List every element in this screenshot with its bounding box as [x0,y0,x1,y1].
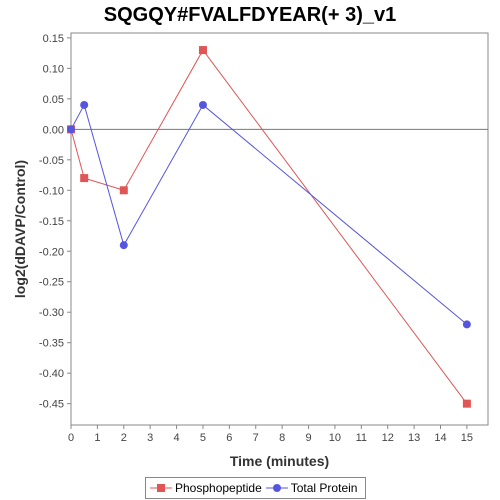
legend: Phosphopeptide Total Protein [145,477,367,499]
x-tick-label: 4 [174,432,180,444]
legend-item-phosphopeptide: Phosphopeptide [150,481,262,495]
data-point-phosphopeptide [198,46,207,55]
x-tick-label: 1 [94,432,100,444]
x-tick-label: 9 [305,432,311,444]
data-point-phosphopeptide [80,174,89,183]
x-tick-label: 15 [461,432,473,444]
data-point-total-protein [198,100,207,109]
legend-label-total-protein: Total Protein [290,481,358,495]
x-tick-label: 7 [253,432,259,444]
data-point-total-protein [119,241,128,250]
data-point-total-protein [462,320,471,329]
data-point-phosphopeptide [462,399,471,408]
x-tick-label: 6 [226,432,232,444]
data-point-total-protein [67,125,75,134]
x-tick-label: 12 [382,432,394,444]
y-tick-label: -0.05 [39,155,64,167]
data-point-total-protein [80,100,89,109]
x-tick-label: 10 [329,432,341,444]
data-point-phosphopeptide [119,186,128,195]
y-tick-label: 0.00 [43,124,64,136]
y-tick-label: 0.15 [43,33,64,45]
y-tick-label: -0.35 [39,338,64,350]
legend-label-phosphopeptide: Phosphopeptide [175,481,262,495]
x-tick-label: 2 [121,432,127,444]
x-tick-label: 0 [68,432,74,444]
y-tick-label: -0.40 [39,368,64,380]
y-axis-label: log2(dDAVP/Control) [12,160,28,298]
x-tick-label: 3 [147,432,153,444]
chart-title: SQGQY#FVALFDYEAR(+ 3)_v1 [103,4,397,26]
legend-item-total-protein: Total Protein [265,481,358,495]
x-axis-label: Time (minutes) [230,453,329,469]
circle-marker-icon [265,484,288,492]
x-tick-label: 14 [434,432,446,444]
x-axis-ticks: 0 1 2 3 4 5 6 7 8 9 10 11 12 13 14 15 [68,425,473,444]
series-layer [67,46,471,408]
y-axis-ticks: 0.15 0.10 0.05 0.00 -0.05 -0.10 -0.15 -0.20 -0.2… [39,33,71,411]
y-tick-label: 0.10 [43,63,64,75]
y-tick-label: 0.05 [43,94,64,106]
x-tick-label: 13 [408,432,420,444]
x-tick-label: 11 [356,432,367,444]
square-marker-icon [150,484,172,492]
y-tick-label: -0.20 [39,246,64,258]
y-tick-label: -0.25 [39,277,64,289]
y-tick-label: -0.10 [39,185,64,197]
y-tick-label: -0.45 [39,399,64,411]
y-tick-label: -0.15 [39,216,64,228]
x-tick-label: 8 [279,432,285,444]
y-tick-label: -0.30 [39,307,64,319]
plot-area [70,32,489,426]
x-tick-label: 5 [200,432,206,444]
